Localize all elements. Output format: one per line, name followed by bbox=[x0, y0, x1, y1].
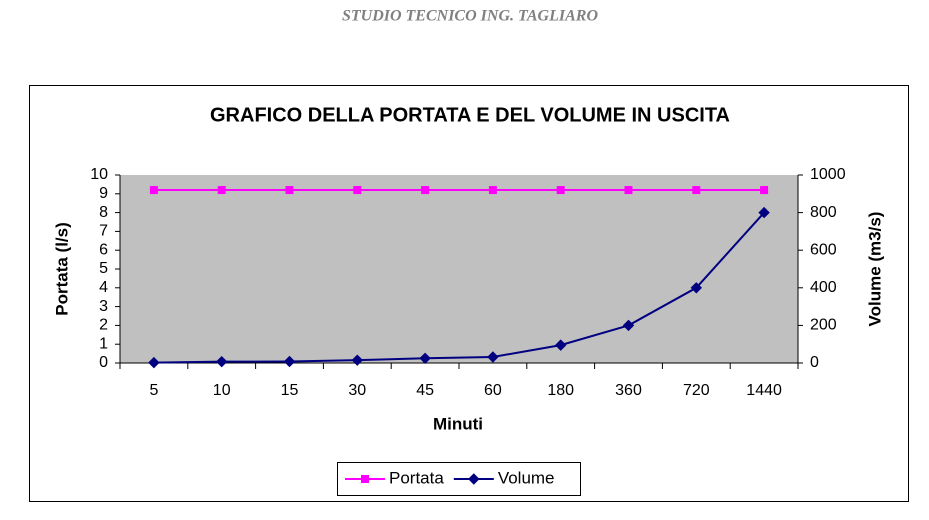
marker bbox=[419, 352, 431, 365]
x-axis-title: Minuti bbox=[433, 414, 483, 433]
x-tick-label: 180 bbox=[547, 382, 574, 399]
marker bbox=[556, 186, 565, 195]
y2-tick-label: 600 bbox=[810, 241, 837, 258]
y-axis-title: Portata (l/s) bbox=[52, 222, 71, 316]
y2-tick-label: 200 bbox=[810, 317, 837, 334]
marker bbox=[285, 186, 294, 195]
marker bbox=[351, 354, 364, 366]
marker bbox=[692, 186, 701, 195]
marker bbox=[217, 186, 226, 195]
marker bbox=[690, 282, 703, 294]
x-tick-label: 45 bbox=[416, 382, 434, 399]
y-tick-label: 7 bbox=[99, 223, 108, 240]
marker bbox=[148, 356, 160, 369]
marker bbox=[760, 186, 769, 195]
plot-area bbox=[120, 175, 798, 363]
chart-title: GRAFICO DELLA PORTATA E DEL VOLUME IN US… bbox=[210, 104, 730, 126]
y-tick-label: 3 bbox=[99, 298, 108, 315]
y-tick-label: 5 bbox=[99, 260, 108, 277]
y2-tick-label: 1000 bbox=[810, 166, 846, 183]
marker bbox=[554, 339, 567, 351]
marker bbox=[215, 355, 228, 368]
y-tick-label: 0 bbox=[99, 354, 108, 371]
marker bbox=[487, 351, 499, 363]
marker bbox=[624, 186, 633, 195]
y2-tick-label: 800 bbox=[810, 204, 837, 221]
legend-label: Volume bbox=[498, 468, 555, 487]
x-tick-label: 5 bbox=[149, 382, 158, 399]
series-line bbox=[153, 211, 765, 364]
legend-label: Portata bbox=[389, 468, 444, 487]
x-tick-label: 15 bbox=[281, 382, 299, 399]
x-tick-label: 10 bbox=[213, 382, 231, 399]
y2-tick-label: 400 bbox=[810, 279, 837, 296]
x-tick-label: 60 bbox=[484, 382, 502, 399]
y2-axis-title: Volume (m3/s) bbox=[865, 212, 884, 327]
marker bbox=[421, 186, 430, 195]
marker bbox=[283, 355, 296, 368]
marker bbox=[468, 473, 480, 485]
marker bbox=[149, 186, 158, 195]
y-tick-label: 2 bbox=[99, 317, 108, 334]
marker bbox=[488, 186, 497, 195]
y-tick-label: 1 bbox=[99, 335, 108, 352]
y-tick-label: 10 bbox=[90, 166, 108, 183]
header: STUDIO TECNICO ING. TAGLIARO bbox=[342, 8, 598, 25]
marker bbox=[361, 475, 369, 483]
x-tick-label: 1440 bbox=[746, 382, 782, 399]
x-tick-label: 30 bbox=[348, 382, 366, 399]
y-tick-label: 8 bbox=[99, 204, 108, 221]
y2-tick-label: 0 bbox=[810, 354, 819, 371]
y-tick-label: 9 bbox=[99, 185, 108, 202]
y-tick-label: 4 bbox=[99, 279, 108, 296]
x-tick-label: 720 bbox=[683, 382, 710, 399]
marker bbox=[622, 319, 635, 332]
y-tick-label: 6 bbox=[99, 241, 108, 258]
marker bbox=[353, 186, 362, 195]
marker bbox=[758, 206, 770, 219]
x-tick-label: 360 bbox=[615, 382, 642, 399]
